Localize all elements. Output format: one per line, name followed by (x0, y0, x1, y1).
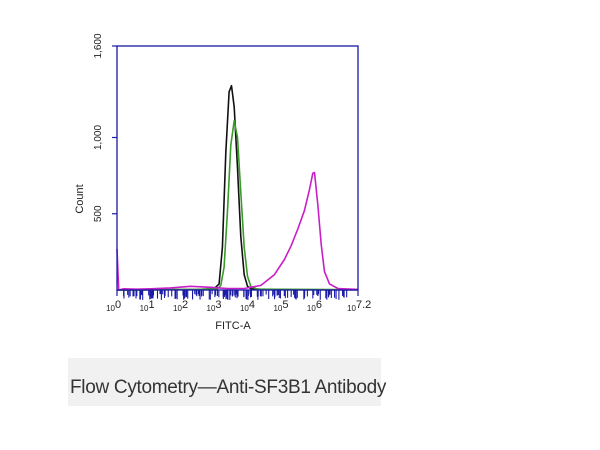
x-tick-label: 10 (173, 304, 182, 313)
series-line-3 (116, 171, 359, 291)
x-tick-exponent: 1 (148, 299, 154, 311)
x-tick-label: 10 (347, 304, 356, 313)
x-tick-exponent: 5 (282, 299, 288, 311)
x-tick-exponent: 0 (115, 299, 121, 311)
x-axis-title: FITC-A (215, 320, 251, 332)
x-tick-exponent: 3 (215, 299, 221, 311)
x-tick-exponent: 7.2 (356, 299, 371, 311)
caption-bar (68, 358, 381, 406)
x-tick-labels: 10 0 10 1 10 2 10 3 10 4 10 5 10 6 10 7.2 (106, 299, 371, 313)
plot-frame (116, 45, 359, 291)
y-axis-title: Count (74, 184, 86, 213)
x-tick-label: 10 (106, 304, 115, 313)
figure-caption: Flow Cytometry—Anti-SF3B1 Antibody (70, 377, 387, 398)
x-tick-label: 10 (307, 304, 316, 313)
y-tick-label: 1,600 (93, 33, 104, 58)
y-tick-label: 500 (93, 205, 104, 222)
x-tick-exponent: 6 (316, 299, 322, 311)
series-line-2 (116, 119, 359, 291)
x-tick-label: 10 (140, 304, 149, 313)
histogram-lines (116, 84, 359, 291)
x-tick-exponent: 2 (182, 299, 188, 311)
y-tick-label: 1,000 (93, 125, 104, 150)
event-rug-ticks (123, 290, 348, 300)
y-tick-labels: 500 1,000 1,600 (93, 33, 104, 222)
series-line-1 (116, 84, 359, 291)
x-tick-exponent: 4 (249, 299, 255, 311)
x-tick-label: 10 (273, 304, 282, 313)
x-tick-label: 10 (207, 304, 216, 313)
axis-ticks (112, 45, 359, 296)
x-tick-label: 10 (240, 304, 249, 313)
